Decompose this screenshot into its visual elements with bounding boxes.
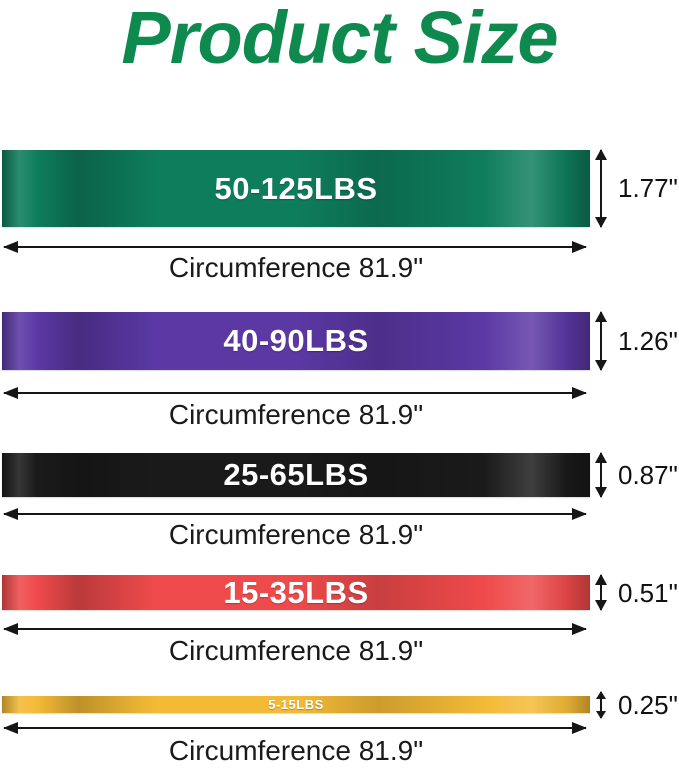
band-purple: 40-90LBS	[2, 312, 590, 370]
circumference-label: Circumference 81.9"	[168, 519, 424, 550]
band-red: 15-35LBS	[2, 575, 590, 610]
circumference-label: Circumference 81.9"	[168, 399, 424, 430]
band-weight-label: 25-65LBS	[223, 457, 369, 492]
band-height-label: 0.87"	[618, 460, 678, 490]
circumference-arrow-icon	[3, 508, 587, 520]
height-arrow-icon	[595, 311, 607, 371]
circumference-arrow-icon	[3, 623, 587, 635]
page-title: Product Size	[121, 0, 558, 79]
circumference-arrow-icon	[3, 241, 587, 253]
band-height-label: 1.77"	[618, 173, 678, 203]
band-height-label: 0.51"	[618, 578, 678, 608]
circumference-label: Circumference 81.9"	[168, 635, 424, 666]
circumference-arrow-icon	[3, 722, 587, 734]
circumference-label: Circumference 81.9"	[168, 735, 424, 766]
height-arrow-icon	[595, 574, 607, 611]
band-black: 25-65LBS	[2, 453, 590, 497]
band-weight-label: 50-125LBS	[214, 170, 378, 206]
band-yellow: 5-15LBS	[2, 696, 590, 713]
circumference-arrow-icon	[3, 387, 587, 399]
band-height-label: 0.25"	[618, 690, 678, 720]
band-weight-label: 5-15LBS	[268, 697, 324, 712]
height-arrow-icon	[595, 452, 607, 498]
band-height-label: 1.26"	[618, 326, 678, 356]
height-arrow-icon	[595, 149, 607, 228]
band-green: 50-125LBS	[2, 150, 590, 227]
circumference-label: Circumference 81.9"	[168, 252, 424, 283]
band-weight-label: 40-90LBS	[223, 323, 369, 358]
band-weight-label: 15-35LBS	[223, 574, 369, 610]
height-arrow-icon	[596, 691, 606, 719]
